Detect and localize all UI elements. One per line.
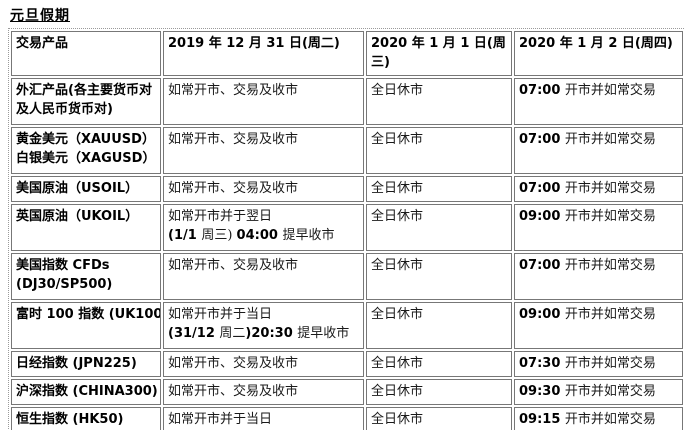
schedule-cell-dec31: 如常开市、交易及收市: [163, 253, 364, 300]
product-cell: 黄金美元（XAUUSD） 白银美元（XAGUSD）: [11, 127, 161, 174]
holiday-schedule-table: 交易产品 2019 年 12 月 31 日(周二) 2020 年 1 月 1 日…: [8, 28, 684, 430]
schedule-cell-dec31: 如常开市、交易及收市: [163, 127, 364, 174]
header-cell-product: 交易产品: [11, 31, 161, 76]
schedule-cell-jan2: 09:15 开市并如常交易: [514, 407, 683, 430]
schedule-cell-dec31: 如常开市、交易及收市: [163, 176, 364, 202]
header-cell-jan1: 2020 年 1 月 1 日(周三): [366, 31, 512, 76]
schedule-cell-dec31: 如常开市并于当日 (31/12 周二)20:30 提早收市: [163, 302, 364, 349]
table-row: 沪深指数 (CHINA300) 如常开市、交易及收市 全日休市 09:30 开市并如常…: [11, 379, 683, 405]
schedule-cell-jan2: 09:30 开市并如常交易: [514, 379, 683, 405]
product-cell: 富时 100 指数 (UK100): [11, 302, 161, 349]
schedule-cell-jan2: 09:00 开市并如常交易: [514, 204, 683, 251]
schedule-cell-dec31: 如常开市、交易及收市: [163, 78, 364, 125]
schedule-cell-jan1: 全日休市: [366, 127, 512, 174]
schedule-cell-jan1: 全日休市: [366, 253, 512, 300]
page-title: 元旦假期: [10, 8, 70, 24]
table-row: 美国原油（USOIL） 如常开市、交易及收市 全日休市 07:00 开市并如常交易: [11, 176, 683, 202]
table-row: 外汇产品(各主要货币对 及人民币货币对) 如常开市、交易及收市 全日休市 07:00 开…: [11, 78, 683, 125]
schedule-cell-jan1: 全日休市: [366, 379, 512, 405]
product-cell: 外汇产品(各主要货币对 及人民币货币对): [11, 78, 161, 125]
schedule-cell-jan2: 07:00 开市并如常交易: [514, 78, 683, 125]
table-row: 英国原油（UKOIL） 如常开市并于翌日 (1/1 周三) 04:00 提早收市 全日…: [11, 204, 683, 251]
schedule-cell-jan1: 全日休市: [366, 176, 512, 202]
schedule-cell-jan1: 全日休市: [366, 204, 512, 251]
schedule-cell-jan2: 09:00 开市并如常交易: [514, 302, 683, 349]
header-cell-jan2: 2020 年 1 月 2 日(周四): [514, 31, 683, 76]
product-cell: 美国原油（USOIL）: [11, 176, 161, 202]
product-cell: 沪深指数 (CHINA300): [11, 379, 161, 405]
product-cell: 美国指数 CFDs (DJ30/SP500): [11, 253, 161, 300]
schedule-cell-jan1: 全日休市: [366, 407, 512, 430]
header-row: 交易产品 2019 年 12 月 31 日(周二) 2020 年 1 月 1 日…: [11, 31, 683, 76]
schedule-cell-dec31: 如常开市、交易及收市: [163, 379, 364, 405]
table-row: 恒生指数 (HK50)如常开市并于当日(31/12 周二)12:00 提早收市全…: [11, 407, 683, 430]
table-row: 黄金美元（XAUUSD） 白银美元（XAGUSD） 如常开市、交易及收市 全日休市 07…: [11, 127, 683, 174]
table-row: 美国指数 CFDs (DJ30/SP500) 如常开市、交易及收市 全日休市 07:00…: [11, 253, 683, 300]
schedule-cell-dec31: 如常开市并于翌日 (1/1 周三) 04:00 提早收市: [163, 204, 364, 251]
schedule-cell-dec31: 如常开市并于当日(31/12 周二)12:00 提早收市: [163, 407, 364, 430]
schedule-cell-jan2: 07:00 开市并如常交易: [514, 127, 683, 174]
schedule-cell-jan2: 07:00 开市并如常交易: [514, 176, 683, 202]
header-cell-dec31: 2019 年 12 月 31 日(周二): [163, 31, 364, 76]
table-row: 富时 100 指数 (UK100) 如常开市并于当日 (31/12 周二)20:30…: [11, 302, 683, 349]
product-cell: 日经指数 (JPN225): [11, 351, 161, 377]
schedule-cell-dec31: 如常开市、交易及收市: [163, 351, 364, 377]
schedule-cell-jan2: 07:00 开市并如常交易: [514, 253, 683, 300]
schedule-cell-jan1: 全日休市: [366, 78, 512, 125]
product-cell: 恒生指数 (HK50): [11, 407, 161, 430]
schedule-cell-jan1: 全日休市: [366, 302, 512, 349]
schedule-cell-jan2: 07:30 开市并如常交易: [514, 351, 683, 377]
table-row: 日经指数 (JPN225) 如常开市、交易及收市 全日休市 07:30 开市并如常交易: [11, 351, 683, 377]
product-cell: 英国原油（UKOIL）: [11, 204, 161, 251]
schedule-cell-jan1: 全日休市: [366, 351, 512, 377]
